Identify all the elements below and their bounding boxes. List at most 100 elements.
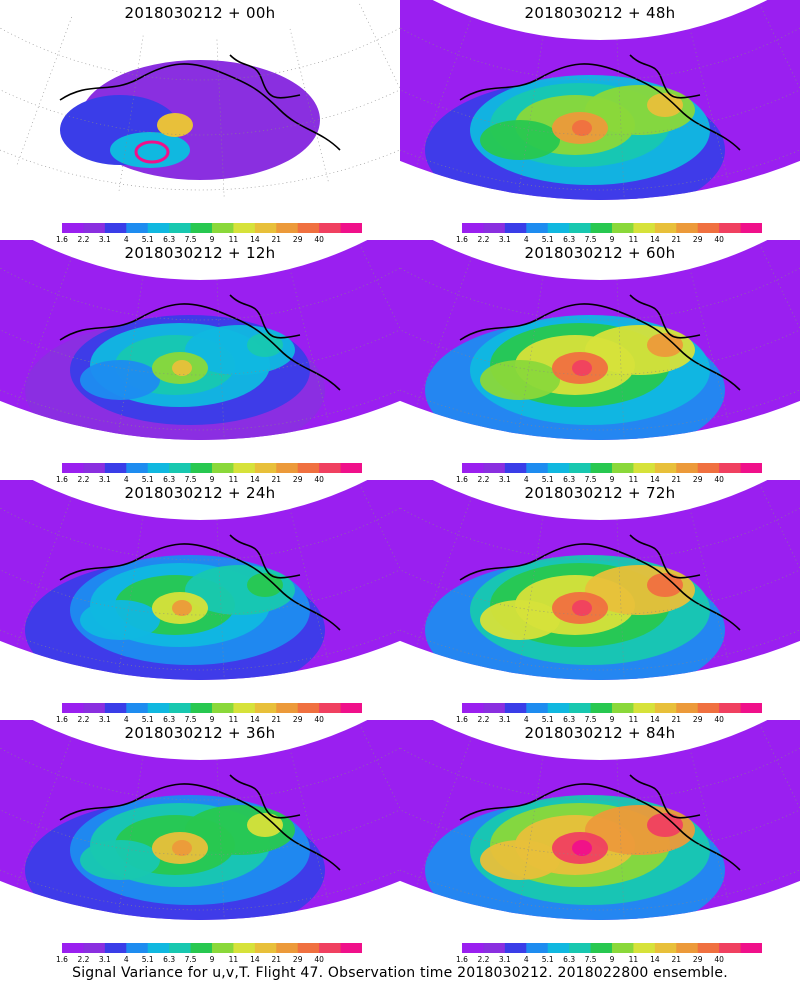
colorbar-tick-label: 2.2 (77, 955, 90, 964)
colorbar-swatch (612, 223, 634, 233)
colorbar-swatch (147, 463, 170, 473)
colorbar-swatch (740, 703, 762, 713)
colorbar-tick-label: 4 (123, 475, 129, 484)
colorbar-swatch (83, 943, 106, 953)
colorbar-ticks: 1.6 2.2 3.1 4 5.1 6.3 7.5 9 11 14 21 29 40 (400, 715, 800, 727)
colorbar-swatch (719, 943, 742, 953)
panel-title: 2018030212 + 84h (524, 724, 676, 742)
colorbar-tick-label: 29 (692, 475, 703, 484)
colorbar-tick-label: 21 (671, 235, 682, 244)
colorbar-swatch (319, 463, 342, 473)
colorbar-swatch (233, 463, 256, 473)
colorbar-tick-label: 40 (714, 715, 724, 724)
colorbar-tick-label: 7.5 (584, 715, 597, 724)
colorbar-swatch (697, 703, 720, 713)
colorbar-swatch (676, 703, 699, 713)
colorbar-tick-label: 1.6 (56, 955, 68, 964)
colorbar-tick-label: 4 (523, 475, 529, 484)
colorbar-swatch (633, 703, 656, 713)
colorbar-swatch (569, 463, 592, 473)
panel-title: 2018030212 + 36h (124, 724, 276, 742)
colorbar-swatch (526, 703, 549, 713)
colorbar-tick-label: 40 (314, 955, 324, 964)
colorbar-swatch (462, 223, 484, 233)
colorbar-tick-label: 40 (314, 475, 324, 484)
colorbar-tick-label: 1.6 (456, 475, 468, 484)
colorbar (62, 943, 362, 953)
colorbar-swatch (740, 223, 762, 233)
colorbar-swatch (654, 223, 677, 233)
colorbar-tick-label: 21 (671, 475, 682, 484)
panel-title: 2018030212 + 12h (124, 244, 276, 262)
variance-map (400, 0, 800, 201)
colorbar-swatch (297, 223, 320, 233)
colorbar-swatch (190, 943, 213, 953)
colorbar-tick-label: 14 (250, 955, 260, 964)
colorbar-tick-label: 9 (609, 955, 615, 964)
colorbar-ticks: 1.6 2.2 3.1 4 5.1 6.3 7.5 9 11 14 21 29 40 (0, 475, 400, 487)
colorbar-swatch (569, 703, 592, 713)
colorbar-tick-label: 4 (123, 235, 129, 244)
colorbar-swatch (233, 943, 256, 953)
colorbar-swatch (697, 463, 720, 473)
map-panel: 2018030212 + 72h 1.6 2.2 3.1 4 5.1 6.3 7.5 9 11 14… (400, 480, 800, 725)
colorbar-swatch (676, 223, 699, 233)
colorbar-swatch (276, 223, 299, 233)
colorbar-swatch (483, 943, 506, 953)
colorbar-tick-label: 21 (271, 235, 282, 244)
colorbar-swatch (462, 463, 484, 473)
colorbar-swatch (83, 223, 106, 233)
colorbar-swatch (526, 463, 549, 473)
colorbar-swatch (340, 703, 362, 713)
colorbar-tick-label: 6.3 (163, 955, 176, 964)
colorbar-swatch (126, 703, 149, 713)
colorbar-tick-label: 29 (692, 235, 703, 244)
colorbar-tick-label: 14 (650, 235, 660, 244)
colorbar-tick-label: 7.5 (584, 955, 597, 964)
colorbar-tick-label: 5.1 (541, 235, 554, 244)
colorbar-tick-label: 11 (628, 955, 639, 964)
colorbar-swatch (483, 223, 506, 233)
colorbar-swatch (212, 703, 234, 713)
colorbar-tick-label: 5.1 (141, 715, 154, 724)
panel-title: 2018030212 + 72h (524, 484, 676, 502)
colorbar-swatch (212, 943, 234, 953)
colorbar-tick-label: 6.3 (163, 475, 176, 484)
map-panel: 2018030212 + 00h 1.6 2.2 3.1 4 5.1 6.3 7.5 9 11 14… (0, 0, 400, 245)
colorbar-swatch (126, 943, 149, 953)
panel-title: 2018030212 + 48h (524, 4, 676, 22)
colorbar-swatch (547, 463, 570, 473)
colorbar-swatch (190, 703, 213, 713)
colorbar (62, 223, 362, 233)
colorbar-swatch (212, 223, 234, 233)
colorbar-swatch (319, 943, 342, 953)
colorbar-swatch (169, 703, 192, 713)
colorbar-swatch (169, 223, 192, 233)
colorbar-tick-label: 11 (628, 715, 639, 724)
colorbar-swatch (83, 463, 106, 473)
colorbar-swatch (254, 943, 277, 953)
map-panel: 2018030212 + 24h 1.6 2.2 3.1 4 5.1 6.3 7.5 9 11 14… (0, 480, 400, 725)
colorbar-swatch (483, 703, 506, 713)
colorbar-tick-label: 3.1 (498, 715, 511, 724)
colorbar-tick-label: 2.2 (477, 955, 490, 964)
colorbar-swatch (276, 943, 299, 953)
colorbar-tick-label: 40 (314, 715, 324, 724)
colorbar-swatch (147, 943, 170, 953)
panel-title: 2018030212 + 00h (124, 4, 276, 22)
colorbar-tick-label: 29 (292, 475, 303, 484)
panel-title: 2018030212 + 24h (124, 484, 276, 502)
colorbar-tick-label: 1.6 (56, 715, 68, 724)
colorbar-tick-label: 9 (209, 475, 215, 484)
colorbar-ticks: 1.6 2.2 3.1 4 5.1 6.3 7.5 9 11 14 21 29 40 (400, 235, 800, 247)
colorbar-tick-label: 11 (228, 715, 239, 724)
colorbar-swatch (169, 943, 192, 953)
colorbar-tick-label: 4 (123, 715, 129, 724)
variance-map (0, 240, 400, 441)
colorbar-tick-label: 21 (671, 955, 682, 964)
colorbar (62, 703, 362, 713)
colorbar-tick-label: 14 (250, 475, 260, 484)
colorbar-swatch (62, 463, 84, 473)
colorbar-swatch (462, 943, 484, 953)
colorbar-swatch (169, 463, 192, 473)
